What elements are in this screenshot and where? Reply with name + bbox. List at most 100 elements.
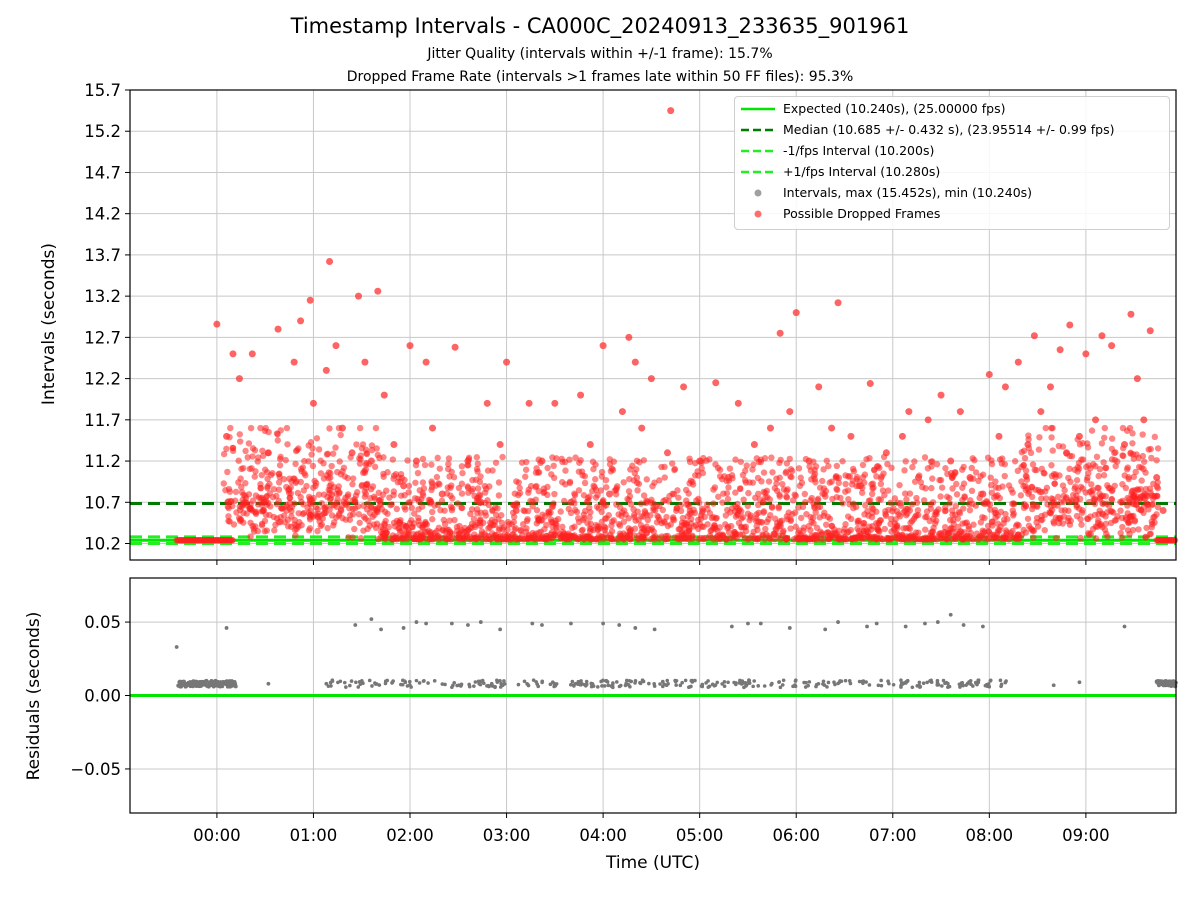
dropped-frame-point bbox=[875, 496, 882, 503]
dropped-frame-point bbox=[309, 462, 317, 470]
dropped-frame-point bbox=[281, 512, 288, 519]
dropped-frame-point bbox=[510, 531, 517, 538]
dropped-frame-point bbox=[1067, 478, 1074, 486]
dropped-frame-point bbox=[670, 516, 678, 524]
dropped-frame-point bbox=[888, 515, 895, 523]
dropped-frame-point bbox=[282, 456, 289, 464]
residual-point bbox=[405, 684, 410, 688]
dropped-frame-point bbox=[244, 454, 251, 461]
dropped-frame-point bbox=[445, 460, 452, 468]
y-tick-label: 12.7 bbox=[84, 328, 121, 347]
dropped-frame-point bbox=[548, 471, 555, 478]
x-tick-label: 07:00 bbox=[869, 826, 917, 845]
dropped-frame-point bbox=[1137, 485, 1144, 493]
dropped-frame-point bbox=[923, 508, 931, 515]
dropped-frame-point bbox=[467, 510, 474, 518]
dropped-frame-point bbox=[320, 460, 327, 467]
dropped-frame-point bbox=[716, 466, 724, 474]
dropped-frame-point bbox=[1060, 492, 1067, 500]
dropped-frame-point bbox=[1144, 501, 1151, 508]
dropped-frame-point bbox=[847, 432, 855, 440]
dropped-frame-point bbox=[1147, 530, 1154, 538]
dropped-frame-point bbox=[227, 498, 234, 505]
dropped-frame-point bbox=[908, 531, 915, 539]
dropped-frame-point bbox=[599, 342, 607, 350]
dropped-frame-point bbox=[1078, 521, 1085, 528]
dropped-frame-point bbox=[594, 491, 601, 499]
dropped-frame-point bbox=[435, 480, 442, 487]
top-points bbox=[173, 107, 1179, 544]
dropped-frame-point bbox=[1107, 508, 1114, 515]
dropped-frame-point bbox=[795, 536, 802, 543]
residual-point bbox=[605, 680, 610, 684]
dropped-frame-point bbox=[243, 510, 250, 517]
dropped-frame-point bbox=[949, 485, 956, 492]
dropped-frame-point bbox=[412, 479, 419, 486]
dropped-frame-point bbox=[753, 535, 761, 542]
dropped-frame-point bbox=[942, 504, 949, 511]
residual-point bbox=[449, 621, 454, 626]
legend-label: Expected (10.240s), (25.00000 fps) bbox=[783, 101, 1006, 116]
dropped-frame-point bbox=[979, 527, 986, 534]
dropped-frame-point bbox=[647, 512, 654, 519]
dropped-frame-point bbox=[390, 491, 397, 499]
dropped-frame-point bbox=[1088, 481, 1095, 488]
residual-point bbox=[706, 679, 710, 683]
dropped-frame-point bbox=[1000, 520, 1007, 527]
dropped-frame-point bbox=[884, 460, 891, 468]
dropped-frame-point bbox=[274, 325, 282, 333]
dropped-frame-point bbox=[487, 536, 494, 543]
dropped-frame-point bbox=[905, 408, 913, 416]
dropped-frame-point bbox=[1096, 490, 1103, 497]
dropped-frame-point bbox=[820, 466, 827, 473]
residual-point bbox=[770, 681, 774, 686]
dropped-frame-point bbox=[224, 468, 231, 476]
residual-point bbox=[459, 682, 464, 687]
x-tick-label: 05:00 bbox=[676, 826, 724, 845]
dropped-frame-point bbox=[648, 496, 655, 504]
dropped-frame-point bbox=[363, 481, 371, 489]
x-tick-label: 09:00 bbox=[1062, 826, 1110, 845]
dropped-frame-point bbox=[823, 457, 830, 464]
dropped-frame-point bbox=[877, 480, 885, 488]
dropped-frame-point bbox=[260, 452, 267, 459]
dropped-frame-point bbox=[1037, 408, 1045, 416]
residual-point bbox=[857, 679, 862, 684]
dropped-frame-point bbox=[405, 482, 413, 490]
dropped-frame-point bbox=[1017, 492, 1025, 499]
residual-point bbox=[680, 680, 684, 685]
dropped-frame-point bbox=[802, 498, 809, 506]
dropped-frame-point bbox=[314, 527, 321, 535]
dropped-frame-point bbox=[933, 461, 941, 468]
dropped-frame-point bbox=[664, 535, 672, 542]
dropped-frame-point bbox=[964, 535, 972, 543]
dropped-frame-point bbox=[370, 521, 378, 528]
y-tick-label: 13.7 bbox=[84, 246, 121, 265]
dropped-frame-point bbox=[972, 502, 979, 509]
dropped-frame-point bbox=[760, 469, 768, 476]
dropped-frame-point bbox=[1046, 508, 1053, 516]
dropped-frame-point bbox=[922, 513, 929, 521]
residual-point bbox=[370, 684, 374, 688]
dropped-frame-point bbox=[667, 521, 674, 528]
dropped-frame-point bbox=[812, 509, 819, 516]
dropped-frame-point bbox=[610, 458, 618, 465]
dropped-frame-point bbox=[1139, 431, 1146, 438]
dropped-frame-point bbox=[627, 535, 634, 542]
residual-point bbox=[744, 684, 748, 688]
dropped-frame-point bbox=[489, 467, 496, 474]
dropped-frame-point bbox=[927, 529, 935, 536]
dropped-frame-point bbox=[361, 469, 369, 476]
dropped-frame-point bbox=[406, 519, 414, 527]
dropped-frame-point bbox=[330, 522, 337, 529]
dropped-frame-point bbox=[1101, 434, 1108, 441]
dropped-frame-point bbox=[247, 519, 254, 526]
dropped-frame-point bbox=[261, 528, 269, 535]
dropped-frame-point bbox=[776, 474, 783, 481]
dropped-frame-point bbox=[806, 463, 813, 470]
dropped-frame-point bbox=[929, 458, 936, 465]
dropped-frame-point bbox=[750, 441, 758, 449]
residual-point bbox=[658, 682, 662, 686]
dropped-frame-point bbox=[1049, 496, 1057, 503]
dropped-frame-point bbox=[769, 469, 776, 476]
